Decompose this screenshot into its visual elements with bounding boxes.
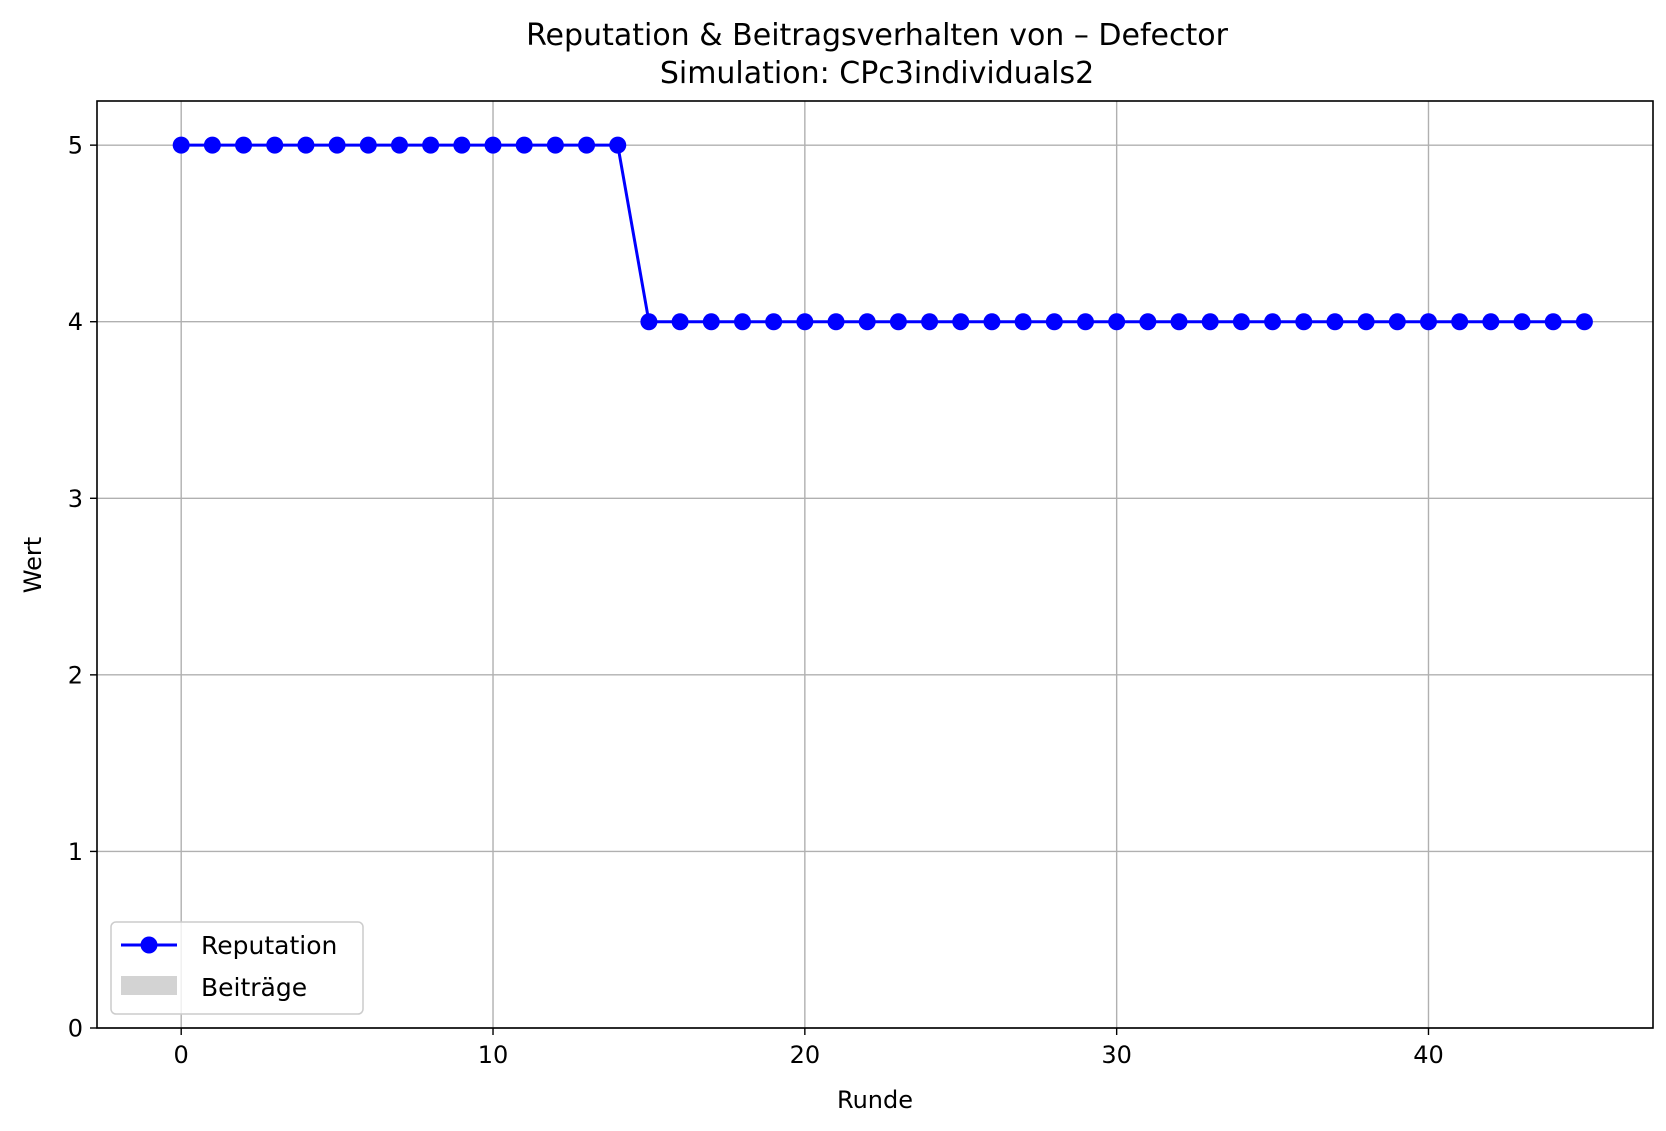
- reputation-point: [1232, 313, 1250, 331]
- reputation-point: [172, 136, 190, 154]
- y-tick-label: 4: [68, 308, 83, 336]
- y-tick-label: 2: [68, 661, 83, 689]
- y-tick-label: 5: [68, 132, 83, 160]
- reputation-point: [1326, 313, 1344, 331]
- reputation-point: [328, 136, 346, 154]
- y-tick-label: 0: [68, 1015, 83, 1043]
- reputation-point: [1264, 313, 1282, 331]
- reputation-point: [359, 136, 377, 154]
- reputation-point: [1482, 313, 1500, 331]
- reputation-point: [1170, 313, 1188, 331]
- reputation-point: [889, 313, 907, 331]
- reputation-point: [921, 313, 939, 331]
- reputation-point: [1388, 313, 1406, 331]
- y-tick-label: 3: [68, 485, 83, 513]
- legend-contributions-label: Beiträge: [201, 973, 307, 1002]
- x-axis-label: Runde: [837, 1086, 913, 1114]
- reputation-point: [609, 136, 627, 154]
- y-axis-label: Wert: [19, 537, 47, 593]
- reputation-point: [1076, 313, 1094, 331]
- reputation-point: [1014, 313, 1032, 331]
- plot-frame: [96, 100, 1654, 1029]
- reputation-point: [983, 313, 1001, 331]
- reputation-point: [1201, 313, 1219, 331]
- x-tick-label: 0: [174, 1041, 189, 1069]
- reputation-point: [203, 136, 221, 154]
- reputation-point: [1575, 313, 1593, 331]
- reputation-point: [1357, 313, 1375, 331]
- reputation-point: [1139, 313, 1157, 331]
- legend-reputation-marker-icon: [140, 936, 158, 954]
- reputation-point: [546, 136, 564, 154]
- reputation-point: [671, 313, 689, 331]
- y-axis-ticks: 0 1 2 3 4 5: [68, 132, 97, 1043]
- legend: Reputation Beiträge: [110, 921, 364, 1015]
- reputation-point: [453, 136, 471, 154]
- x-tick-label: 10: [478, 1041, 509, 1069]
- reputation-point: [827, 313, 845, 331]
- reputation-point: [1295, 313, 1313, 331]
- reputation-point: [702, 313, 720, 331]
- reputation-point: [484, 136, 502, 154]
- reputation-point: [640, 313, 658, 331]
- reputation-point: [235, 136, 253, 154]
- legend-reputation-label: Reputation: [201, 931, 337, 960]
- reputation-point: [858, 313, 876, 331]
- reputation-series: [172, 136, 1593, 331]
- reputation-point: [796, 313, 814, 331]
- reputation-point: [515, 136, 533, 154]
- reputation-point: [1513, 313, 1531, 331]
- reputation-point: [422, 136, 440, 154]
- x-axis-ticks: 0 10 20 30 40: [174, 1028, 1444, 1069]
- y-tick-label: 1: [68, 838, 83, 866]
- x-tick-label: 20: [790, 1041, 821, 1069]
- reputation-point: [578, 136, 596, 154]
- reputation-point: [297, 136, 315, 154]
- reputation-point: [952, 313, 970, 331]
- reputation-point: [1045, 313, 1063, 331]
- reputation-point: [1108, 313, 1126, 331]
- chart-subtitle: Simulation: CPc3individuals2: [660, 56, 1094, 91]
- reputation-point: [765, 313, 783, 331]
- reputation-point: [266, 136, 284, 154]
- legend-contributions-patch-icon: [121, 976, 177, 995]
- x-tick-label: 40: [1413, 1041, 1444, 1069]
- reputation-point: [1451, 313, 1469, 331]
- reputation-line: [181, 143, 1585, 324]
- reputation-point: [1544, 313, 1562, 331]
- reputation-point: [733, 313, 751, 331]
- x-tick-label: 30: [1101, 1041, 1132, 1069]
- chart-title: Reputation & Beitragsverhalten von – Def…: [526, 18, 1229, 53]
- reputation-point: [1419, 313, 1437, 331]
- reputation-point: [390, 136, 408, 154]
